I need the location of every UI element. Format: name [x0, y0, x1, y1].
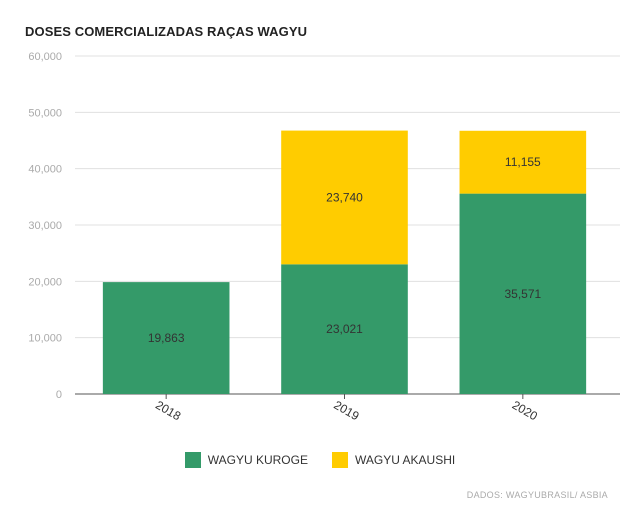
data-label: 11,155 — [505, 155, 541, 169]
bar-kuroge-2019 — [281, 264, 408, 394]
y-axis-ticks: 0 10,000 20,000 30,000 40,000 50,000 60,000 — [28, 51, 62, 401]
data-label: 23,740 — [326, 190, 363, 204]
x-tick-label: 2020 — [510, 398, 540, 424]
y-tick-label: 10,000 — [28, 333, 62, 345]
data-label: 19,863 — [148, 331, 185, 345]
legend-label-akaushi: WAGYU AKAUSHI — [354, 453, 456, 467]
bar-akaushi-2019 — [281, 130, 408, 265]
x-tick-label: 2018 — [153, 398, 183, 424]
data-source: DADOS: WAGYUBRASIL/ ASBIA — [466, 490, 608, 500]
legend-swatch-kuroge — [184, 452, 201, 468]
stacked-bar-chart: 0 10,000 20,000 30,000 40,000 50,000 60,000 19… — [28, 51, 620, 423]
legend-item-akaushi: WAGYU AKAUSHI — [331, 452, 456, 468]
y-tick-label: 40,000 — [28, 164, 62, 176]
data-label: 35,571 — [504, 287, 541, 301]
legend: WAGYU KUROGE WAGYU AKAUSHI — [0, 452, 640, 468]
bars — [102, 130, 587, 394]
x-tick-label: 2019 — [331, 398, 361, 424]
y-tick-label: 0 — [56, 389, 62, 401]
y-tick-label: 30,000 — [28, 220, 62, 232]
y-tick-label: 60,000 — [28, 51, 62, 63]
bar-akaushi-2020 — [459, 130, 587, 194]
y-tick-label: 50,000 — [28, 107, 62, 119]
legend-swatch-akaushi — [331, 452, 348, 468]
x-axis-ticks: 2018 2019 2020 — [153, 394, 540, 423]
y-tick-label: 20,000 — [28, 276, 62, 288]
chart-title: DOSES COMERCIALIZADAS RAÇAS WAGYU — [25, 24, 308, 39]
bar-kuroge-2018 — [102, 282, 230, 394]
data-label: 23,021 — [326, 322, 363, 336]
legend-label-kuroge: WAGYU KUROGE — [207, 453, 308, 467]
legend-item-kuroge: WAGYU KUROGE — [184, 452, 308, 468]
data-labels: 19,863 23,021 23,740 35,571 11,155 — [148, 155, 542, 345]
bar-kuroge-2020 — [459, 193, 587, 394]
